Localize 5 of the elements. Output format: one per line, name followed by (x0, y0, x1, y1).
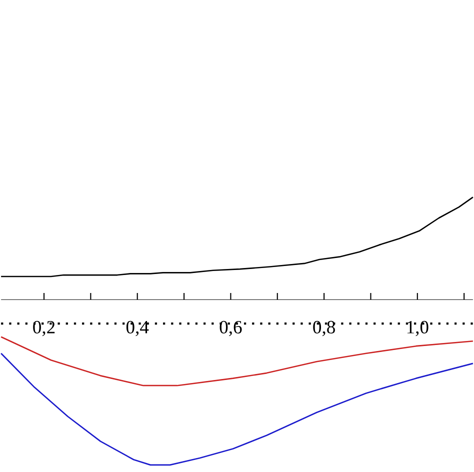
x-tick-label: 0,8 (313, 320, 335, 336)
x-tick-label: 0,2 (33, 320, 55, 336)
x-tick-label: 0,4 (126, 320, 149, 336)
x-tick-label: 1,0 (407, 320, 428, 336)
x-tick-label: 0,6 (220, 320, 242, 336)
